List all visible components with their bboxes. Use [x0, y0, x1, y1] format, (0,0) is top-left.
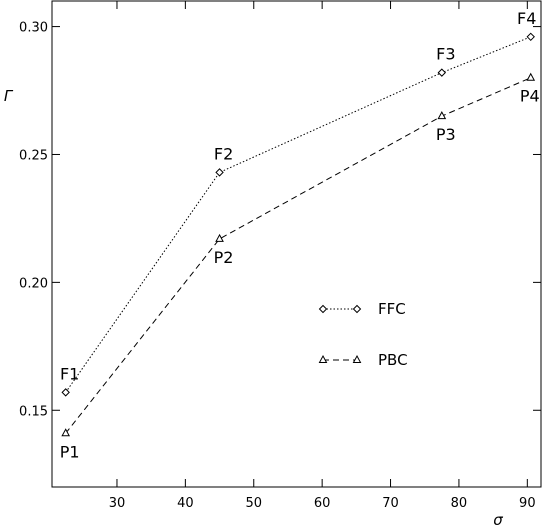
point-label-ffc: F2 — [214, 144, 233, 163]
point-label-pbc: P1 — [60, 442, 80, 461]
series-line-ffc — [65, 36, 531, 393]
y-tick-label: 0.30 — [19, 21, 48, 36]
legend-marker-ffc — [318, 304, 328, 314]
x-tick-label: 30 — [109, 496, 126, 511]
ticks: 30 40 50 60 70 80 90 0.15 0.20 0.25 0.30 — [19, 1, 541, 511]
legend-label-ffc: FFC — [378, 300, 406, 318]
x-tick-label: 50 — [245, 496, 262, 511]
x-tick-label: 90 — [519, 496, 536, 511]
x-tick-label: 60 — [314, 496, 331, 511]
data-point-pbc — [215, 233, 224, 242]
point-label-pbc: P2 — [214, 248, 234, 267]
x-tick-label: 40 — [177, 496, 194, 511]
y-tick-label: 0.20 — [19, 276, 48, 291]
series-ffc: F1 F2 F3 F4 — [60, 9, 536, 397]
y-axis-label: Γ — [4, 87, 14, 105]
y-tick-label: 0.25 — [19, 148, 48, 163]
data-point-ffc — [526, 32, 535, 42]
series-pbc: P1 P2 P3 P4 — [60, 72, 540, 461]
series-layer: F1 F2 F3 F4 P1 P2 P3 P4 — [60, 9, 540, 461]
legend-marker-pbc — [318, 354, 328, 363]
data-point-pbc — [437, 111, 447, 120]
point-label-ffc: F1 — [60, 364, 79, 383]
data-point-ffc — [215, 168, 224, 177]
data-point-ffc — [61, 388, 70, 397]
legend-marker-pbc — [352, 354, 362, 363]
x-tick-label: 80 — [451, 496, 468, 511]
point-label-ffc: F4 — [517, 9, 536, 28]
data-point-pbc — [526, 72, 536, 81]
point-label-pbc: P4 — [520, 87, 540, 106]
data-point-ffc — [437, 68, 447, 77]
data-point-pbc — [61, 428, 71, 437]
legend-marker-ffc — [352, 304, 362, 314]
y-tick-label: 0.15 — [19, 404, 48, 419]
legend: FFC PBC — [318, 300, 408, 369]
plot-frame — [51, 0, 542, 488]
point-label-ffc: F3 — [436, 45, 455, 64]
x-axis-label: σ — [493, 511, 503, 529]
series-line-pbc — [65, 77, 531, 434]
point-label-pbc: P3 — [436, 125, 456, 144]
legend-label-pbc: PBC — [378, 351, 408, 369]
x-tick-label: 70 — [382, 496, 399, 511]
